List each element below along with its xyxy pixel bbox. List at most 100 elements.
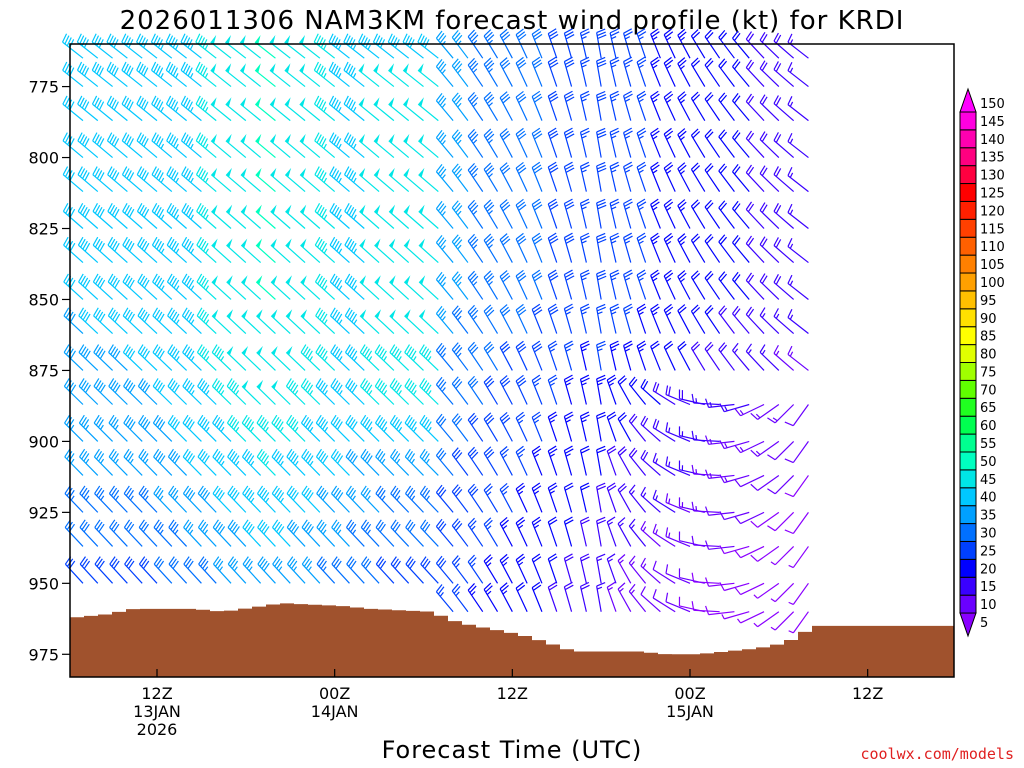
barb-flag	[94, 168, 100, 177]
barb-flag	[435, 447, 443, 456]
barb-flag	[169, 417, 176, 426]
barb-flag	[227, 556, 235, 565]
wind-barb	[242, 556, 262, 584]
wind-barb	[483, 29, 499, 59]
barb-flag	[719, 511, 725, 520]
barb-flag	[187, 523, 194, 533]
barb-flag	[142, 348, 148, 357]
barb-flag	[229, 558, 237, 567]
barb-flag	[201, 382, 208, 391]
barb-flag	[97, 419, 104, 428]
barb-flag	[141, 136, 147, 145]
wind-barb	[563, 411, 574, 442]
barb-staff	[515, 96, 528, 121]
barb-flag	[84, 242, 91, 252]
barb-flag	[182, 485, 190, 494]
barb-flag	[182, 378, 189, 387]
barb-staff	[77, 174, 99, 193]
barb-flag	[360, 448, 367, 458]
barb-flag	[761, 167, 768, 176]
barb-flag	[518, 346, 527, 353]
barb-staff	[579, 586, 587, 612]
barb-flag	[691, 501, 695, 512]
barb-flag	[83, 523, 90, 533]
barb-half-flag	[624, 206, 631, 210]
barb-staff	[181, 244, 202, 264]
barb-staff	[122, 281, 143, 300]
barb-staff	[121, 69, 143, 88]
barb-flag	[619, 485, 627, 493]
wind-barb	[181, 166, 202, 193]
wind-barb	[435, 555, 454, 584]
colorbar-bin	[959, 469, 977, 489]
barb-half-flag	[549, 490, 555, 494]
barb-flag	[532, 31, 542, 38]
barb-flag	[218, 384, 225, 393]
barb-staff	[579, 415, 587, 442]
barb-flag	[515, 90, 524, 98]
barb-staff	[732, 66, 750, 87]
barb-staff	[708, 611, 735, 616]
barb-flag	[665, 272, 674, 280]
barb-staff	[388, 103, 410, 122]
barb-pennant	[240, 97, 247, 107]
barb-flag	[97, 348, 104, 357]
barb-flag	[564, 482, 573, 488]
wind-barb	[225, 97, 247, 122]
barb-flag	[650, 127, 659, 134]
wind-barb	[705, 435, 735, 445]
barb-half-flag	[352, 495, 356, 501]
wind-barb	[435, 484, 454, 513]
barb-flag	[596, 127, 606, 133]
wind-barb	[734, 474, 765, 488]
barb-flag	[244, 521, 251, 530]
barb-flag	[187, 172, 194, 181]
barb-staff	[151, 41, 173, 59]
wind-barb	[451, 342, 469, 371]
wind-barb	[197, 519, 217, 547]
barb-flag	[502, 417, 511, 425]
wind-barb	[677, 341, 691, 371]
barb-staff	[724, 582, 750, 592]
barb-flag	[155, 99, 162, 109]
barb-flag	[113, 172, 120, 181]
barb-flag	[189, 455, 196, 464]
barb-half-flag	[160, 214, 165, 220]
barb-flag	[437, 416, 445, 425]
wind-barb	[563, 269, 575, 300]
barb-flag	[501, 556, 509, 564]
barb-pennant	[270, 238, 277, 248]
barb-flag	[106, 132, 113, 142]
wind-barb	[483, 483, 499, 513]
barb-flag	[597, 34, 607, 40]
barb-flag	[98, 453, 105, 462]
barb-flag	[547, 269, 557, 276]
barb-flag	[70, 350, 76, 359]
barb-flag	[515, 516, 524, 524]
barb-flag	[719, 474, 725, 483]
barb-flag	[62, 166, 69, 175]
barb-flag	[302, 346, 309, 355]
barb-flag	[745, 306, 753, 315]
barb-staff	[166, 103, 187, 122]
barb-staff	[375, 527, 395, 547]
wind-barb	[788, 611, 809, 634]
barb-flag	[335, 138, 342, 147]
barb-flag	[652, 560, 657, 570]
wind-barb	[93, 344, 113, 371]
barb-flag	[784, 421, 794, 427]
barb-flag	[483, 128, 492, 136]
barb-half-flag	[441, 282, 446, 287]
barb-staff	[745, 67, 765, 87]
barb-flag	[547, 303, 557, 310]
barb-flag	[82, 206, 88, 216]
barb-staff	[563, 586, 573, 612]
barb-half-flag	[441, 387, 446, 392]
barb-flag	[761, 133, 768, 142]
wind-barb	[719, 403, 750, 413]
barb-flag	[156, 206, 162, 216]
wind-barb	[759, 236, 780, 264]
barb-staff	[402, 41, 424, 59]
barb-flag	[761, 275, 768, 284]
barb-half-flag	[611, 135, 617, 139]
